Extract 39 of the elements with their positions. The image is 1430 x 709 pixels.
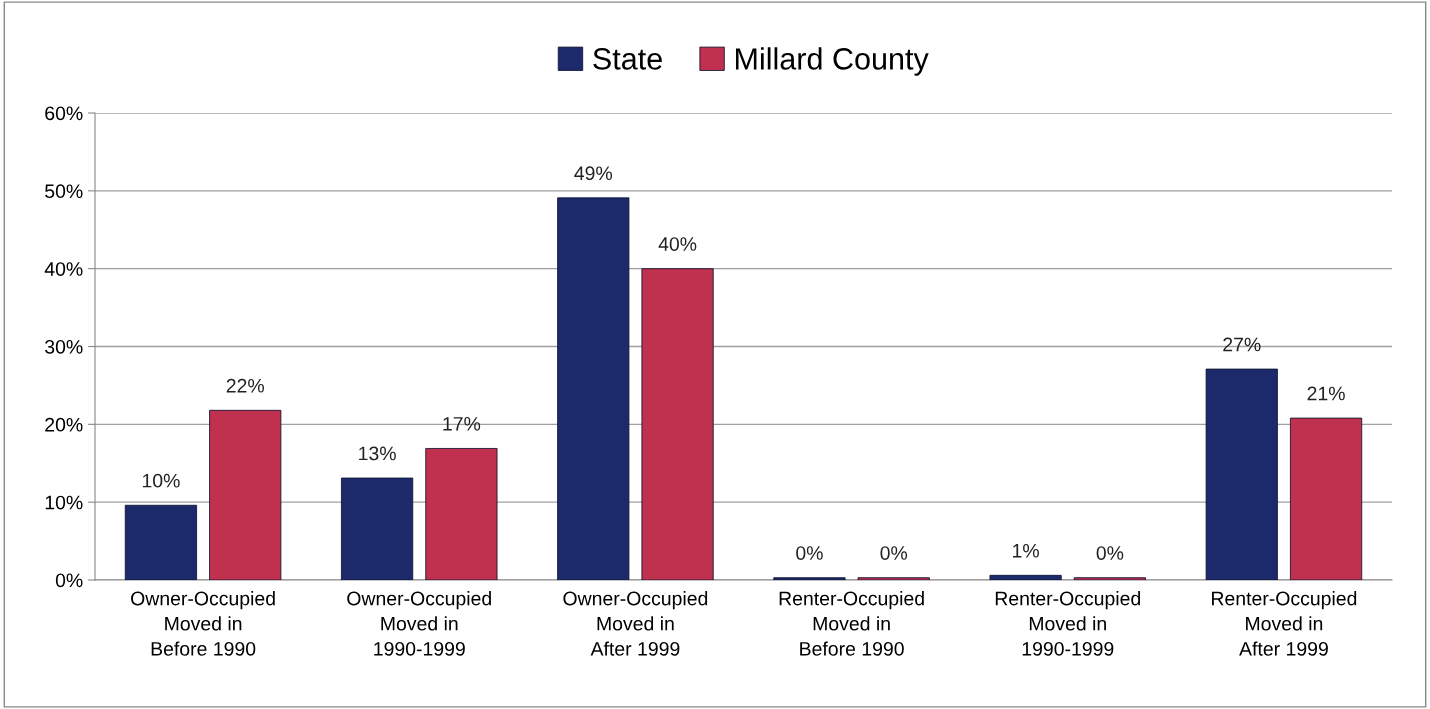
data-label: 0% bbox=[1096, 546, 1124, 560]
x-tick-label: Renter-Occupied Moved in Before 1990 bbox=[779, 591, 924, 656]
bar bbox=[124, 504, 198, 580]
bar bbox=[1289, 417, 1363, 580]
data-label: 0% bbox=[880, 546, 908, 560]
data-label: 13% bbox=[359, 446, 396, 461]
y-tick-label: 60% bbox=[45, 106, 83, 121]
bar bbox=[209, 409, 282, 580]
bar bbox=[989, 574, 1062, 580]
y-tick-label: 0% bbox=[55, 573, 83, 588]
data-label: 27% bbox=[1223, 337, 1261, 352]
bar bbox=[1205, 368, 1278, 580]
x-tick-label: Owner-Occupied Moved in 1990-1999 bbox=[347, 591, 491, 656]
x-tick-label: Renter-Occupied Moved in After 1999 bbox=[1212, 591, 1357, 656]
legend-label: State bbox=[593, 48, 662, 70]
bar bbox=[557, 197, 630, 580]
data-label: 22% bbox=[226, 378, 264, 393]
y-tick-label: 50% bbox=[45, 184, 83, 199]
x-tick-label: Renter-Occupied Moved in 1990-1999 bbox=[995, 591, 1140, 656]
y-tick-label: 40% bbox=[44, 262, 83, 276]
data-label: 17% bbox=[443, 417, 481, 431]
y-tick-label: 20% bbox=[45, 417, 83, 432]
bar bbox=[857, 577, 930, 580]
y-tick-label: 30% bbox=[45, 339, 83, 354]
x-tick-label: Owner-Occupied Moved in After 1999 bbox=[563, 591, 708, 656]
bar bbox=[341, 477, 414, 580]
bar bbox=[773, 577, 846, 580]
bar bbox=[425, 448, 498, 580]
bar bbox=[1073, 577, 1146, 580]
data-label: 49% bbox=[574, 166, 613, 181]
data-label: 21% bbox=[1307, 386, 1345, 401]
x-tick-label: Owner-Occupied Moved in Before 1990 bbox=[131, 591, 275, 656]
data-label: 1% bbox=[1013, 543, 1039, 558]
data-label: 0% bbox=[796, 546, 823, 560]
data-label: 40% bbox=[658, 237, 697, 251]
bar bbox=[641, 268, 714, 580]
legend-label: Millard County bbox=[735, 47, 929, 76]
data-label: 10% bbox=[142, 473, 180, 488]
y-tick-label: 10% bbox=[45, 495, 83, 510]
